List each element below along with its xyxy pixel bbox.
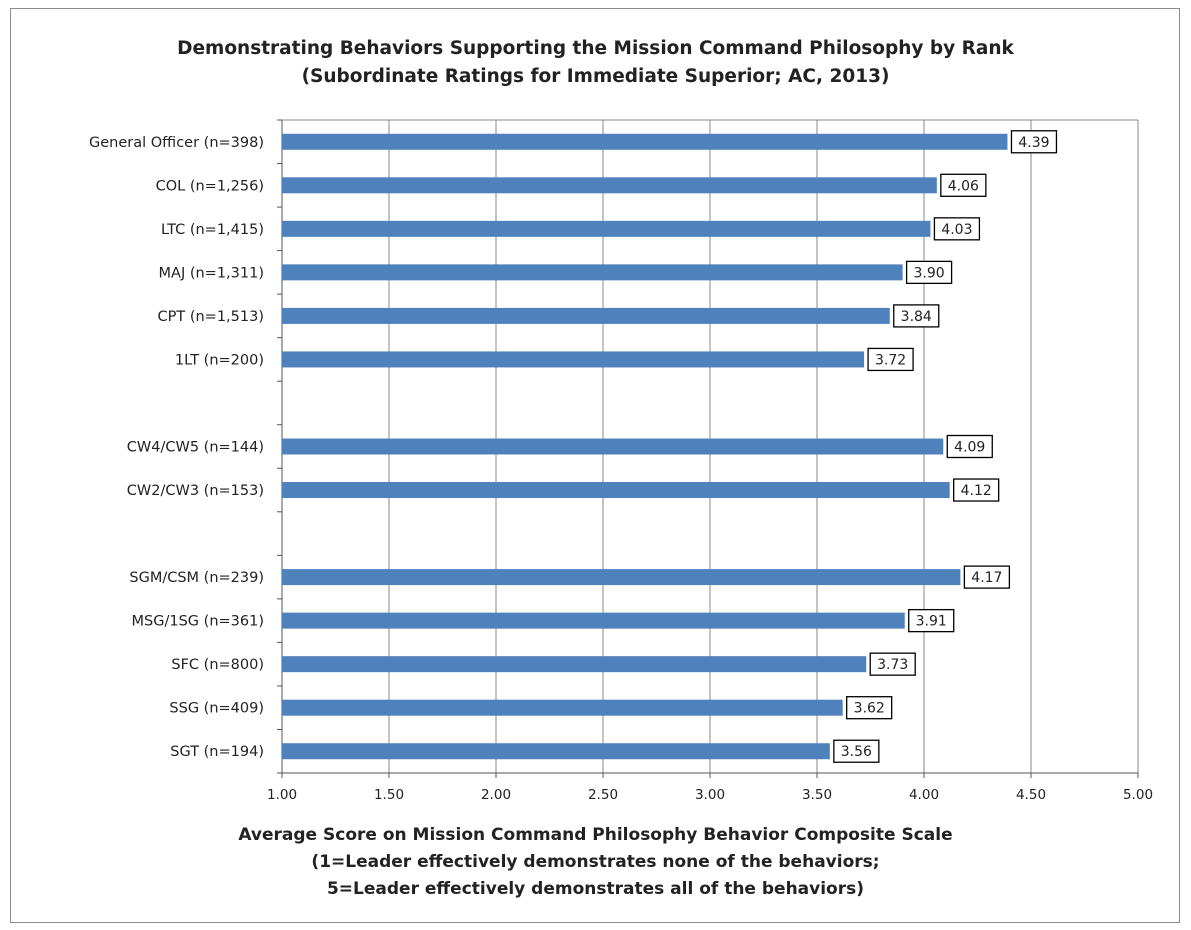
x-tick-label-6: 4.00 xyxy=(909,787,939,803)
category-label-4: CPT (n=1,513) xyxy=(158,309,265,325)
data-label-box-13 xyxy=(846,696,893,720)
data-label-11: 3.91 xyxy=(916,614,947,630)
x-tick-label-7: 4.50 xyxy=(1016,787,1046,803)
data-label-box-5 xyxy=(867,347,914,372)
x-axis-label-line-3: 5=Leader effectively demonstrates all of… xyxy=(326,879,865,899)
category-label-5: 1LT (n=200) xyxy=(175,352,264,368)
category-label-0: General Officer (n=398) xyxy=(89,135,264,151)
data-label-box-11 xyxy=(908,608,955,633)
data-label-0: 4.39 xyxy=(1018,135,1049,151)
category-label-2: LTC (n=1,415) xyxy=(161,222,264,238)
data-label-box-2 xyxy=(933,217,981,241)
x-tick-label-8: 5.00 xyxy=(1123,787,1153,803)
data-label-box-4 xyxy=(893,304,940,328)
bar-7 xyxy=(282,438,944,455)
chart-frame xyxy=(10,8,1180,923)
data-label-box-12 xyxy=(869,652,916,676)
bar-11 xyxy=(282,612,905,629)
category-label-14: SGT (n=194) xyxy=(170,744,264,760)
data-label-7: 4.09 xyxy=(954,440,985,456)
data-label-4: 3.84 xyxy=(901,309,932,325)
data-label-14: 3.56 xyxy=(841,744,872,760)
bar-5 xyxy=(282,351,865,368)
category-label-11: MSG/1SG (n=361) xyxy=(132,614,264,630)
data-label-box-7 xyxy=(946,434,993,459)
data-label-5: 3.72 xyxy=(875,352,906,368)
x-tick-label-4: 3.00 xyxy=(695,787,725,803)
data-label-1: 4.06 xyxy=(948,178,979,194)
category-label-1: COL (n=1,256) xyxy=(156,178,264,194)
data-label-2: 4.03 xyxy=(941,222,972,238)
data-label-box-8 xyxy=(953,478,1000,502)
category-label-13: SSG (n=409) xyxy=(169,701,264,717)
x-tick-label-1: 1.50 xyxy=(374,787,404,803)
bar-0 xyxy=(282,133,1008,150)
data-label-box-1 xyxy=(940,173,987,197)
data-label-10: 4.17 xyxy=(971,570,1002,586)
x-axis-label-line-2: (1=Leader effectively demonstrates none … xyxy=(311,852,880,872)
bar-4 xyxy=(282,307,890,324)
bar-3 xyxy=(282,264,903,281)
category-label-8: CW2/CW3 (n=153) xyxy=(127,483,264,499)
chart-title: Demonstrating Behaviors Supporting the M… xyxy=(177,38,1014,59)
data-label-3: 3.90 xyxy=(914,265,945,281)
data-label-8: 4.12 xyxy=(961,483,992,499)
data-label-13: 3.62 xyxy=(854,701,885,717)
x-tick-label-3: 2.50 xyxy=(588,787,618,803)
bar-2 xyxy=(282,220,931,237)
category-label-3: MAJ (n=1,311) xyxy=(159,265,264,281)
x-tick-label-2: 2.00 xyxy=(481,787,511,803)
bar-1 xyxy=(282,177,937,194)
bar-13 xyxy=(282,699,843,716)
data-label-12: 3.73 xyxy=(877,657,908,673)
x-axis-label-line-1: Average Score on Mission Command Philoso… xyxy=(238,825,953,845)
data-label-box-10 xyxy=(963,565,1011,589)
bar-10 xyxy=(282,569,961,586)
category-label-10: SGM/CSM (n=239) xyxy=(129,570,264,586)
x-tick-label-5: 3.50 xyxy=(802,787,832,803)
data-label-box-0 xyxy=(1010,130,1058,154)
data-label-box-14 xyxy=(833,739,880,763)
chart-subtitle: (Subordinate Ratings for Immediate Super… xyxy=(301,66,890,87)
bar-14 xyxy=(282,743,830,760)
category-label-12: SFC (n=800) xyxy=(171,657,264,673)
bar-12 xyxy=(282,656,867,673)
x-tick-label-0: 1.00 xyxy=(267,787,297,803)
bar-8 xyxy=(282,482,950,499)
category-label-7: CW4/CW5 (n=144) xyxy=(127,440,264,456)
data-label-box-3 xyxy=(905,260,953,285)
